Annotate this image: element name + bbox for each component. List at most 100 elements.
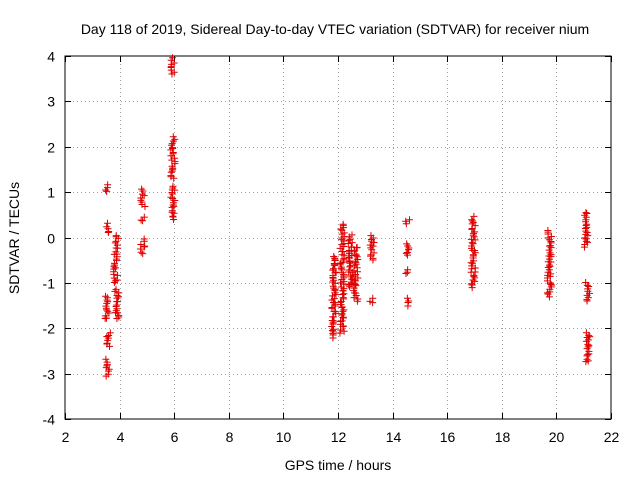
data-point — [470, 229, 478, 237]
data-point — [140, 192, 148, 200]
data-point — [139, 250, 147, 258]
x-tick-label: 20 — [549, 429, 565, 445]
data-point — [348, 231, 356, 239]
x-tick-label: 6 — [171, 429, 179, 445]
y-tick-label: -2 — [43, 321, 56, 337]
data-point — [403, 249, 411, 257]
data-point — [103, 187, 111, 195]
data-point — [167, 193, 175, 201]
data-point — [169, 54, 177, 62]
x-tick-label: 14 — [386, 429, 402, 445]
data-point — [138, 185, 146, 193]
data-point — [338, 247, 346, 255]
data-point — [330, 252, 338, 260]
x-tick-labels: 2 4 6 8 10 12 14 16 18 20 22 — [62, 429, 620, 445]
data-point — [340, 314, 348, 322]
data-point — [329, 313, 337, 321]
data-point — [114, 298, 122, 306]
data-point — [137, 216, 145, 224]
data-point — [103, 294, 111, 302]
data-point — [402, 270, 410, 278]
data-point — [138, 198, 146, 206]
data-point — [339, 294, 347, 302]
data-point — [336, 298, 344, 306]
data-point — [545, 261, 553, 269]
data-point — [139, 217, 147, 225]
data-point — [350, 267, 358, 275]
data-point — [340, 327, 348, 335]
data-point — [140, 235, 148, 243]
data-point — [328, 316, 336, 324]
data-point — [328, 327, 336, 335]
y-tick-label: 4 — [47, 49, 55, 65]
x-tick-label: 16 — [440, 429, 456, 445]
data-point — [168, 141, 176, 149]
data-point — [338, 276, 346, 284]
data-point — [339, 307, 347, 315]
data-point — [582, 278, 590, 286]
data-point — [582, 209, 590, 217]
data-point — [169, 212, 177, 220]
y-tick-label: -1 — [43, 276, 56, 292]
data-point — [336, 244, 344, 252]
data-point — [583, 281, 591, 289]
data-point — [471, 264, 479, 272]
x-tick-label: 22 — [604, 429, 620, 445]
x-tick-label: 4 — [117, 429, 125, 445]
data-point — [582, 329, 590, 337]
data-point — [470, 233, 478, 241]
data-point — [329, 282, 337, 290]
data-point — [102, 292, 110, 300]
data-point — [403, 294, 411, 302]
chart-title: Day 118 of 2019, Sidereal Day-to-day VTE… — [81, 21, 589, 37]
data-point — [546, 242, 554, 250]
y-tick-label: 3 — [47, 94, 55, 110]
data-point — [354, 295, 362, 303]
data-point — [351, 262, 359, 270]
x-tick-label: 8 — [226, 429, 234, 445]
data-points — [101, 54, 594, 380]
x-tick-label: 2 — [62, 429, 70, 445]
x-tick-label: 10 — [276, 429, 292, 445]
data-point — [406, 216, 414, 224]
data-point — [404, 299, 412, 307]
data-point — [403, 240, 411, 248]
data-point — [339, 220, 347, 228]
data-point — [337, 317, 345, 325]
data-point — [336, 329, 344, 337]
data-point — [583, 238, 591, 246]
data-point — [366, 241, 374, 249]
y-tick-label: 2 — [47, 140, 55, 156]
data-point — [340, 271, 348, 279]
x-axis-label: GPS time / hours — [285, 457, 392, 473]
data-point — [584, 340, 592, 348]
data-point — [102, 355, 110, 363]
data-point — [103, 333, 111, 341]
data-point — [104, 181, 112, 189]
data-point — [347, 243, 355, 251]
grid-lines — [65, 56, 611, 419]
data-point — [584, 351, 592, 359]
data-point — [337, 263, 345, 271]
data-point — [167, 168, 175, 176]
data-point — [104, 307, 112, 315]
data-point — [112, 244, 120, 252]
data-point — [331, 285, 339, 293]
y-axis-label: SDTVAR / TECUs — [6, 182, 22, 294]
y-tick-label: -4 — [43, 412, 56, 428]
data-point — [586, 333, 594, 341]
data-point — [113, 250, 121, 258]
data-point — [114, 271, 122, 279]
data-point — [544, 226, 552, 234]
data-point — [468, 281, 476, 289]
data-point — [583, 209, 591, 217]
data-point — [139, 187, 147, 195]
data-point — [140, 213, 148, 221]
data-point — [584, 357, 592, 365]
data-point — [583, 337, 591, 345]
y-tick-label: -3 — [43, 367, 56, 383]
data-point — [336, 279, 344, 287]
data-point — [367, 232, 375, 240]
data-point — [369, 294, 377, 302]
data-point — [112, 303, 120, 311]
